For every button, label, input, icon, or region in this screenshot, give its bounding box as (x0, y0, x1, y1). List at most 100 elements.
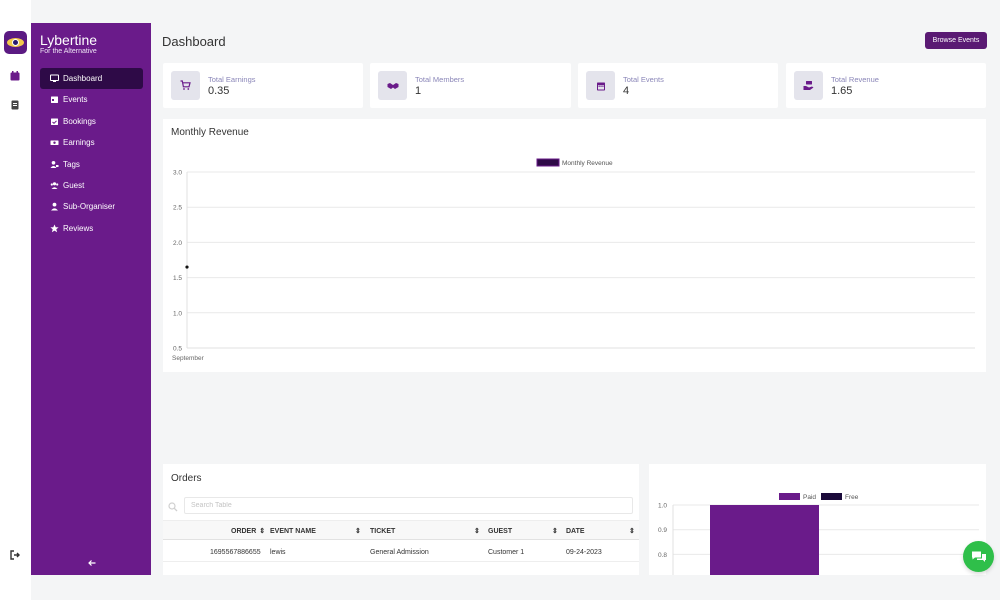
stat-label: Total Events (623, 75, 664, 84)
brand-name: Lybertine (40, 32, 98, 48)
data-point (185, 265, 189, 269)
sidebar-item-label: Bookings (63, 116, 96, 126)
legend-label: Monthly Revenue (562, 160, 613, 167)
stat-label: Total Members (415, 75, 465, 84)
card-title: Orders (171, 473, 202, 484)
calendar-icon (586, 71, 615, 100)
paid-free-card: 1.0 0.9 0.8 Paid Free (649, 464, 986, 575)
monitor-icon (50, 74, 59, 83)
brand-tagline: For the Alternative (40, 48, 97, 55)
handshake-icon (378, 71, 407, 100)
monthly-revenue-card: Monthly Revenue 0.5 1.0 1.5 2.0 2.5 3.0 Septem… (163, 119, 986, 372)
column-label: EVENT NAME (270, 527, 316, 535)
sidebar: Lybertine For the Alternative Dashboard … (31, 23, 151, 575)
sidebar-nav: Dashboard Events Bookings Earnings Tags … (40, 68, 143, 239)
y-tick-label: 2.5 (173, 205, 182, 212)
x-tick-label: September (172, 355, 205, 362)
chat-icon (971, 551, 986, 562)
sidebar-item-label: Earnings (63, 138, 95, 148)
orders-card: Orders ORDER⇕ EVENT NAME ⇕ TICKET ⇕ GUES… (163, 464, 639, 575)
sidebar-item-reviews[interactable]: Reviews (40, 218, 143, 239)
money-hand-icon (794, 71, 823, 100)
y-tick-label: 2.0 (173, 240, 182, 247)
collapse-arrow-icon[interactable] (87, 555, 97, 566)
sidebar-item-label: Reviews (63, 223, 94, 233)
calendar-check-icon (50, 117, 59, 126)
logout-icon[interactable] (9, 548, 21, 560)
browse-events-button[interactable]: Browse Events (925, 32, 987, 49)
sort-icon[interactable]: ⇕ (629, 528, 635, 535)
sort-icon[interactable]: ⇕ (355, 528, 361, 535)
stat-card-total-revenue: Total Revenue 1.65 (786, 63, 986, 108)
legend-swatch-paid (779, 493, 800, 500)
sidebar-item-events[interactable]: Events (40, 89, 143, 110)
sidebar-item-label: Sub-Organiser (63, 202, 116, 212)
sort-icon[interactable]: ⇕ (552, 528, 558, 535)
paid-free-chart: 1.0 0.9 0.8 Paid Free (658, 493, 979, 575)
y-tick-label: 3.0 (173, 170, 182, 177)
table-row[interactable]: 1695567886655 lewis General Admission Cu… (163, 542, 639, 562)
column-header-event-name[interactable]: EVENT NAME (270, 521, 316, 541)
calendar-icon (50, 95, 59, 104)
sidebar-item-label: Dashboard (63, 74, 103, 83)
stat-value: 0.35 (208, 85, 230, 97)
y-tick-label: 0.5 (173, 346, 182, 353)
search-icon (168, 499, 178, 512)
cell-event-name: lewis (270, 548, 286, 556)
cell-date: 09-24-2023 (566, 548, 602, 556)
calendar-icon[interactable] (9, 69, 21, 81)
sidebar-item-earnings[interactable]: Earnings (40, 132, 143, 153)
monthly-revenue-chart: 0.5 1.0 1.5 2.0 2.5 3.0 September Monthly Reven… (172, 158, 975, 362)
stat-value: 1 (415, 85, 422, 97)
legend-label: Paid (803, 494, 816, 501)
table-header: ORDER ⇕ EVENT NAME ⇕ TICKET ⇕ GUEST ⇕ DAT… (163, 520, 639, 540)
user-tag-icon (50, 160, 59, 169)
sort-icon[interactable]: ⇕ (474, 528, 480, 535)
icon-rail (0, 0, 31, 600)
column-label: GUEST (488, 527, 513, 535)
table-search (163, 495, 639, 520)
document-icon[interactable] (9, 98, 21, 110)
stat-card-total-earnings: Total Earnings 0.35 (163, 63, 363, 108)
stat-label: Total Revenue (831, 75, 879, 84)
column-header-ticket[interactable]: TICKET (370, 521, 395, 541)
y-tick-label: 1.0 (658, 503, 667, 510)
stat-label: Total Earnings (208, 75, 256, 84)
logo-icon[interactable] (4, 31, 27, 54)
y-tick-label: 0.9 (658, 527, 667, 534)
sidebar-item-dashboard[interactable]: Dashboard (40, 68, 143, 89)
column-header-date[interactable]: DATE (566, 521, 585, 541)
sidebar-item-label: Events (63, 95, 88, 105)
y-tick-label: 0.8 (658, 552, 667, 559)
sidebar-item-sub-organiser[interactable]: Sub-Organiser (40, 196, 143, 217)
sort-icon: ⇕ (259, 528, 266, 535)
page-title: Dashboard (162, 34, 226, 49)
cell-order: 1695567886655 (210, 548, 261, 556)
stat-value: 4 (623, 85, 630, 97)
stat-card-total-members: Total Members 1 (370, 63, 571, 108)
card-title: Monthly Revenue (171, 127, 249, 138)
chat-button[interactable] (963, 541, 994, 572)
money-icon (50, 138, 59, 147)
stat-card-total-events: Total Events 4 (578, 63, 778, 108)
legend-label: Free (845, 494, 859, 501)
y-tick-label: 1.5 (173, 275, 182, 282)
sidebar-item-bookings[interactable]: Bookings (40, 111, 143, 132)
star-icon (50, 224, 59, 233)
search-input[interactable] (184, 497, 633, 514)
column-header-order[interactable]: ORDER ⇕ (231, 521, 265, 541)
legend-swatch-free (821, 493, 842, 500)
column-label: ORDER (231, 527, 257, 535)
cell-ticket: General Admission (370, 548, 429, 556)
sidebar-item-label: Guest (63, 180, 85, 190)
sidebar-item-tags[interactable]: Tags (40, 154, 143, 175)
y-tick-label: 1.0 (173, 310, 182, 317)
cell-guest: Customer 1 (488, 548, 525, 556)
column-header-guest[interactable]: GUEST (488, 521, 512, 541)
sidebar-item-label: Tags (63, 159, 80, 169)
column-label: DATE (566, 527, 585, 535)
sidebar-item-guest[interactable]: Guest (40, 175, 143, 196)
user-icon (50, 202, 59, 211)
stat-value: 1.65 (831, 85, 853, 97)
cart-icon (171, 71, 200, 100)
